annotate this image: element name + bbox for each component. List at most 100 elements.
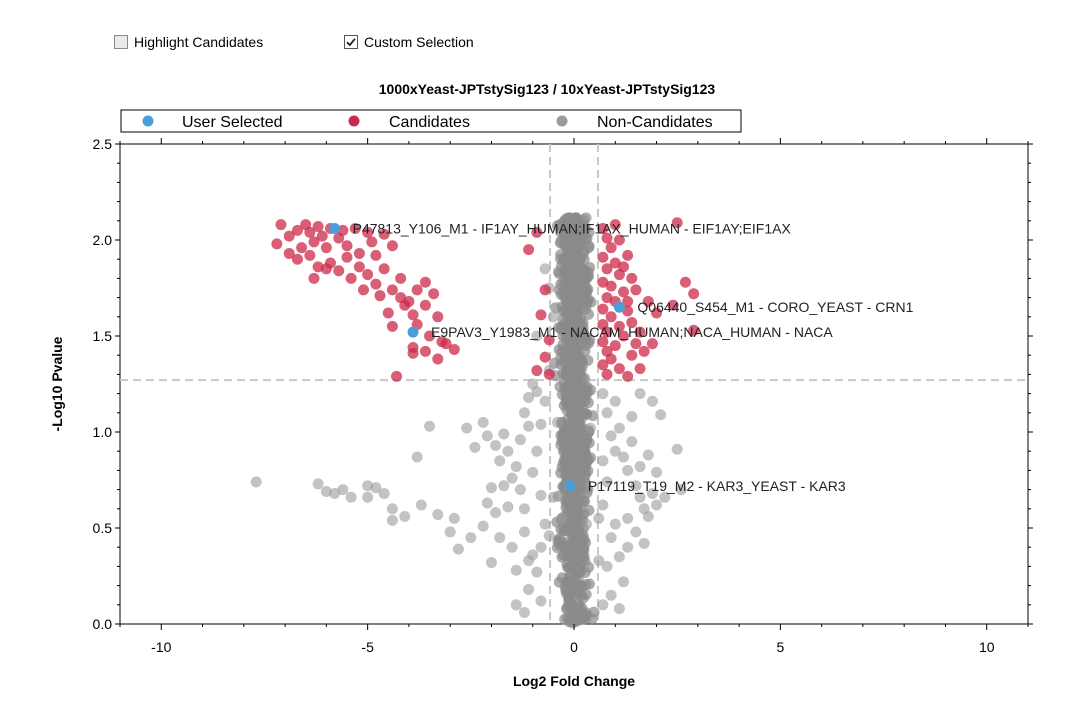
candidate-point bbox=[316, 230, 328, 242]
candidate-point bbox=[626, 349, 638, 361]
legend-marker bbox=[556, 115, 568, 127]
candidate-point bbox=[353, 261, 365, 273]
user-selected-point[interactable] bbox=[407, 326, 419, 338]
candidate-point bbox=[353, 247, 365, 259]
candidate-point bbox=[601, 263, 613, 275]
non-candidate-point bbox=[609, 518, 621, 530]
non-candidate-point bbox=[593, 555, 605, 567]
non-candidate-point bbox=[618, 451, 630, 463]
candidate-point bbox=[341, 251, 353, 263]
non-candidate-point bbox=[618, 576, 630, 588]
candidate-point bbox=[531, 226, 543, 238]
user-selected-point[interactable] bbox=[564, 480, 576, 492]
candidate-point bbox=[419, 299, 431, 311]
candidate-point bbox=[345, 272, 357, 284]
non-candidate-point bbox=[613, 551, 625, 563]
non-candidate-point bbox=[556, 512, 568, 524]
non-candidate-point bbox=[399, 510, 411, 522]
non-candidate-point bbox=[580, 588, 592, 600]
non-candidate-point bbox=[569, 444, 581, 456]
non-candidate-point bbox=[675, 484, 687, 496]
axes: 0.0 0.5 1.0 1.5 2.0 2.5 -10 -5 0 5 10 bbox=[93, 136, 1033, 655]
non-candidate-point bbox=[597, 455, 609, 467]
non-candidate-point bbox=[576, 281, 588, 293]
non-candidate-points bbox=[250, 212, 687, 629]
candidate-point bbox=[679, 276, 691, 288]
candidate-point bbox=[609, 257, 621, 269]
candidate-points bbox=[271, 217, 700, 382]
non-candidate-point bbox=[362, 480, 374, 492]
point-label: E9PAV3_Y1983_M1 - NACAM_HUMAN;NACA_HUMAN… bbox=[431, 324, 833, 340]
non-candidate-point bbox=[424, 420, 436, 432]
non-candidate-point bbox=[555, 235, 567, 247]
candidate-point bbox=[440, 338, 452, 350]
candidate-point bbox=[386, 284, 398, 296]
non-candidate-point bbox=[659, 491, 671, 503]
checkbox-unchecked-icon[interactable] bbox=[114, 35, 128, 49]
candidate-point bbox=[419, 276, 431, 288]
non-candidate-point bbox=[510, 564, 522, 576]
non-candidate-point bbox=[568, 550, 580, 562]
non-candidate-point bbox=[490, 439, 502, 451]
non-candidate-point bbox=[378, 487, 390, 499]
non-candidate-point bbox=[502, 445, 514, 457]
candidate-point bbox=[597, 303, 609, 315]
checkbox-checked-icon[interactable] bbox=[344, 35, 358, 49]
non-candidate-point bbox=[651, 466, 663, 478]
legend-label: User Selected bbox=[182, 114, 283, 131]
candidate-point bbox=[296, 242, 308, 254]
non-candidate-point bbox=[630, 526, 642, 538]
candidate-point bbox=[642, 295, 654, 307]
candidate-point bbox=[688, 324, 700, 336]
candidate-point bbox=[308, 236, 320, 248]
candidate-point bbox=[374, 290, 386, 302]
y-tick-label: 2.0 bbox=[93, 232, 113, 248]
non-candidate-point bbox=[576, 320, 588, 332]
candidate-point bbox=[605, 280, 617, 292]
candidate-point bbox=[543, 334, 555, 346]
candidate-point bbox=[333, 265, 345, 277]
non-candidate-point bbox=[583, 337, 595, 349]
user-selected-point[interactable] bbox=[329, 222, 341, 234]
non-candidate-point bbox=[539, 263, 551, 275]
non-candidate-point bbox=[556, 346, 568, 358]
non-candidate-point bbox=[573, 423, 585, 435]
non-candidate-point bbox=[646, 395, 658, 407]
non-candidate-point bbox=[485, 557, 497, 569]
non-candidate-point bbox=[535, 489, 547, 501]
non-candidate-point bbox=[514, 434, 526, 446]
non-candidate-point bbox=[510, 599, 522, 611]
non-candidate-point bbox=[630, 480, 642, 492]
non-candidate-point bbox=[576, 407, 588, 419]
highlight-candidates-checkbox[interactable]: Highlight Candidates bbox=[114, 34, 263, 50]
non-candidate-point bbox=[547, 491, 559, 503]
candidate-point bbox=[543, 368, 555, 380]
non-candidate-point bbox=[312, 478, 324, 490]
custom-selection-checkbox[interactable]: Custom Selection bbox=[344, 34, 474, 50]
non-candidate-point bbox=[415, 499, 427, 511]
non-candidate-point bbox=[535, 595, 547, 607]
chart-legend: User Selected Candidates Non-Candidates bbox=[120, 109, 742, 133]
non-candidate-point bbox=[601, 476, 613, 488]
non-candidate-point bbox=[605, 589, 617, 601]
candidate-point bbox=[688, 288, 700, 300]
candidate-point bbox=[613, 320, 625, 332]
candidate-point bbox=[539, 351, 551, 363]
candidate-point bbox=[341, 240, 353, 252]
candidate-point bbox=[312, 261, 324, 273]
non-candidate-point bbox=[560, 464, 572, 476]
non-candidate-point bbox=[613, 422, 625, 434]
candidate-point bbox=[597, 359, 609, 371]
user-selected-point[interactable] bbox=[613, 301, 625, 313]
x-tick-label: 10 bbox=[979, 639, 995, 655]
non-candidate-point bbox=[557, 368, 569, 380]
non-candidate-point bbox=[559, 290, 571, 302]
candidate-point bbox=[601, 232, 613, 244]
non-candidate-point bbox=[527, 466, 539, 478]
candidate-point bbox=[424, 330, 436, 342]
non-candidate-point bbox=[569, 436, 581, 448]
non-candidate-point bbox=[655, 409, 667, 421]
non-candidate-point bbox=[561, 404, 573, 416]
candidate-point bbox=[671, 217, 683, 229]
non-candidate-point bbox=[523, 583, 535, 595]
